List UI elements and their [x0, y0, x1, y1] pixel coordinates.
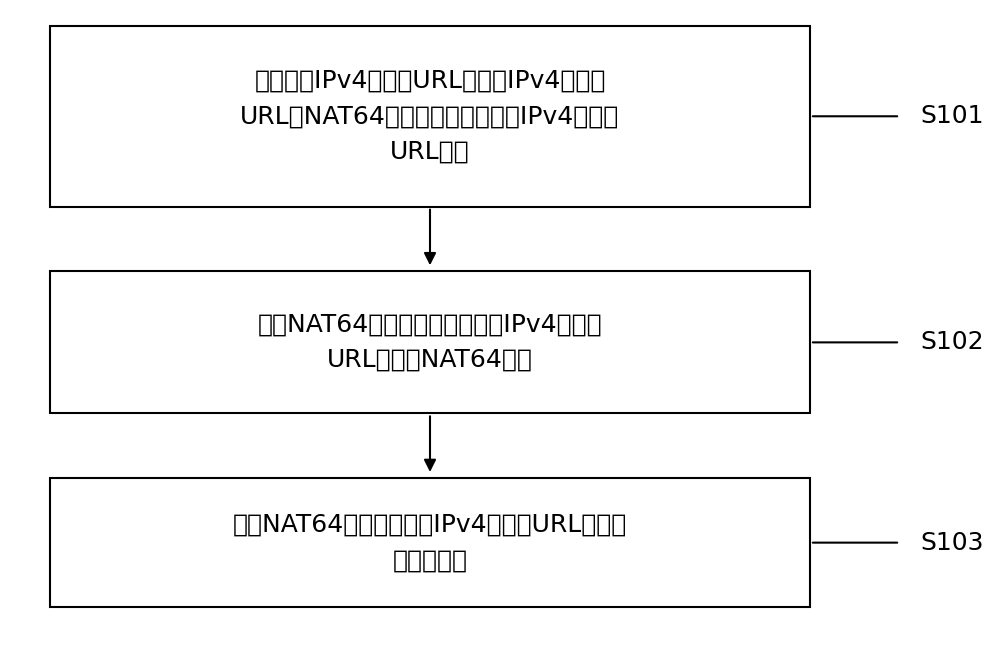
Text: 基于NAT64网关导流标识将第一IPv4外链的
URL导流至NAT64网关: 基于NAT64网关导流标识将第一IPv4外链的 URL导流至NAT64网关	[258, 313, 602, 372]
Text: S103: S103	[920, 530, 984, 555]
Text: S102: S102	[920, 330, 984, 355]
FancyBboxPatch shape	[50, 271, 810, 413]
FancyBboxPatch shape	[50, 26, 810, 207]
Text: 接收NAT64网关访问初始IPv4外链的URL后发送
的数据信息: 接收NAT64网关访问初始IPv4外链的URL后发送 的数据信息	[233, 513, 627, 572]
Text: 获取目标IPv4外链的URL，目标IPv4外链的
URL由NAT64网关导流标识和初始IPv4外链的
URL组成: 获取目标IPv4外链的URL，目标IPv4外链的 URL由NAT64网关导流标识…	[240, 69, 620, 163]
FancyBboxPatch shape	[50, 478, 810, 607]
Text: S101: S101	[920, 104, 984, 129]
